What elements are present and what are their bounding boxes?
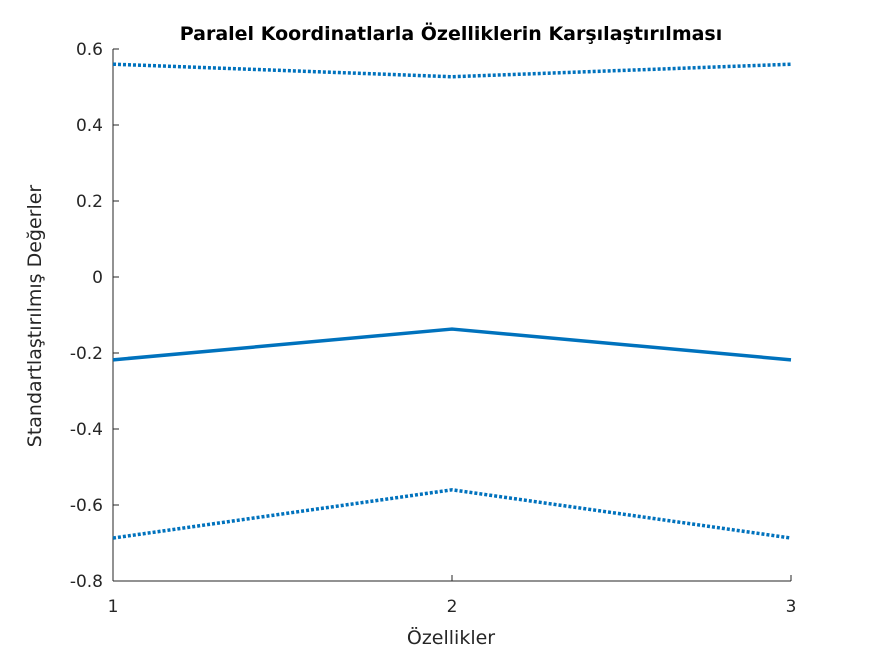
x-axis-label: Özellikler (407, 626, 495, 649)
y-axis-label: Standartlaştırılmış Değerler (24, 185, 46, 448)
y-tick-label: 0 (92, 268, 103, 288)
chart-title: Paralel Koordinatlarla Özelliklerin Karş… (180, 21, 723, 45)
series-line-2 (112, 327, 792, 362)
y-tick-label: -0.2 (70, 344, 103, 364)
y-tick-label: 0.6 (76, 40, 103, 60)
x-tick-label: 2 (447, 597, 458, 617)
y-tick-label: -0.4 (70, 420, 103, 440)
y-tick-label: 0.4 (76, 116, 103, 136)
y-tick-label: -0.6 (70, 496, 103, 516)
ticks-layer: -0.8 -0.6 -0.4 -0.2 0 0.2 0.4 0.6 1 2 3 (70, 40, 797, 617)
series-line-1 (112, 62, 792, 79)
series-line-3 (112, 488, 792, 540)
series-layer (112, 62, 792, 540)
y-tick-label: -0.8 (70, 572, 103, 592)
plot-area (112, 49, 791, 582)
x-tick-label: 3 (786, 597, 797, 617)
x-tick-label: 1 (108, 597, 119, 617)
y-tick-label: 0.2 (76, 192, 103, 212)
